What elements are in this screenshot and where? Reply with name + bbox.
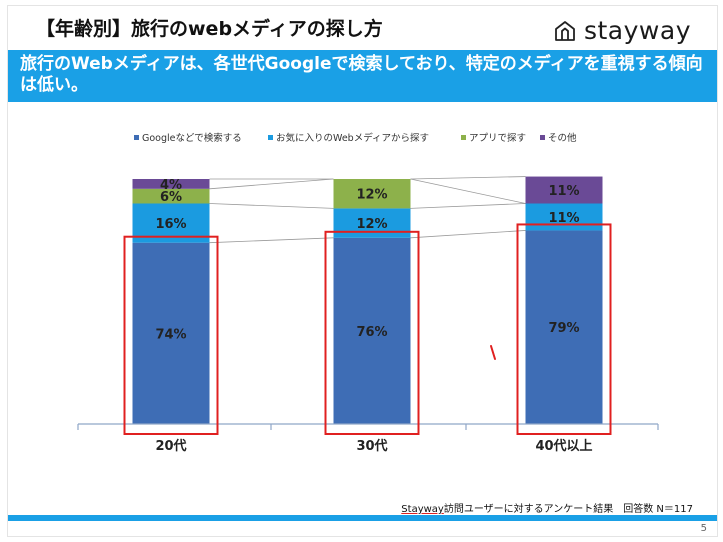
headline-banner: 旅行のWebメディアは、各世代Googleで検索しており、特定のメディアを重視す… [8,50,717,102]
headline-text: 旅行のWebメディアは、各世代Googleで検索しており、特定のメディアを重視す… [20,54,703,95]
legend-label: お気に入りのWebメディアから探す [276,132,429,144]
stacked-bar-chart: Googleなどで検索する お気に入りのWebメディアから探す アプリで探す その他 7… [77,132,659,454]
series-connector-line [209,203,334,209]
legend-swatch [134,135,139,140]
bar-segment [132,242,210,424]
data-label: 76% [356,325,387,340]
bar-segment [333,237,411,424]
highlight-box [123,235,219,435]
series-connector-line [410,176,526,180]
source-brand: Stayway [401,504,444,515]
legend-label: Googleなどで検索する [142,132,242,144]
series-connector-line [410,230,526,239]
bar-segment [525,176,603,204]
source-note: Stayway訪問ユーザーに対するアンケート結果 回答数 N＝117 [401,500,693,515]
bar-segment [525,203,603,231]
legend-swatch [461,135,466,140]
bar-segment [333,208,411,238]
series-connector-line [410,203,526,209]
data-label: 12% [356,188,387,203]
legend-swatch [540,135,545,140]
data-label: 79% [548,321,579,336]
page-number: 5 [700,523,707,534]
legend-swatch [268,135,273,140]
bar-segment [132,188,210,204]
logo-text: stayway [583,16,691,45]
red-pen-mark [490,345,496,360]
data-label: 6% [160,190,182,205]
data-label: 74% [155,327,186,342]
bar-segment [333,179,411,209]
data-label: 16% [155,217,186,232]
data-label: 4% [160,178,182,193]
data-label: 12% [356,217,387,232]
category-label: 30代 [356,438,387,454]
category-label: 20代 [155,438,186,454]
bar-segment [132,179,210,189]
series-connector-line [209,237,334,244]
stayway-logo: stayway [554,16,691,45]
legend-label: その他 [548,132,577,144]
highlight-box [324,230,420,435]
legend-label: アプリで探す [469,132,526,144]
series-connector-line [410,178,526,204]
slide: 【年齢別】旅行のwebメディアの探し方 stayway 旅行のWebメディアは、… [8,6,717,536]
bottom-accent-bar [8,515,717,521]
series-connector-line [209,178,334,190]
bar-segment [525,230,603,424]
data-label: 11% [548,184,579,199]
highlight-box [516,223,612,435]
slide-title: 【年齢別】旅行のwebメディアの探し方 [36,18,383,40]
source-text: 訪問ユーザーに対するアンケート結果 回答数 N＝117 [443,504,693,515]
house-icon [555,20,575,41]
data-label: 11% [548,211,579,226]
category-label: 40代以上 [535,438,592,454]
